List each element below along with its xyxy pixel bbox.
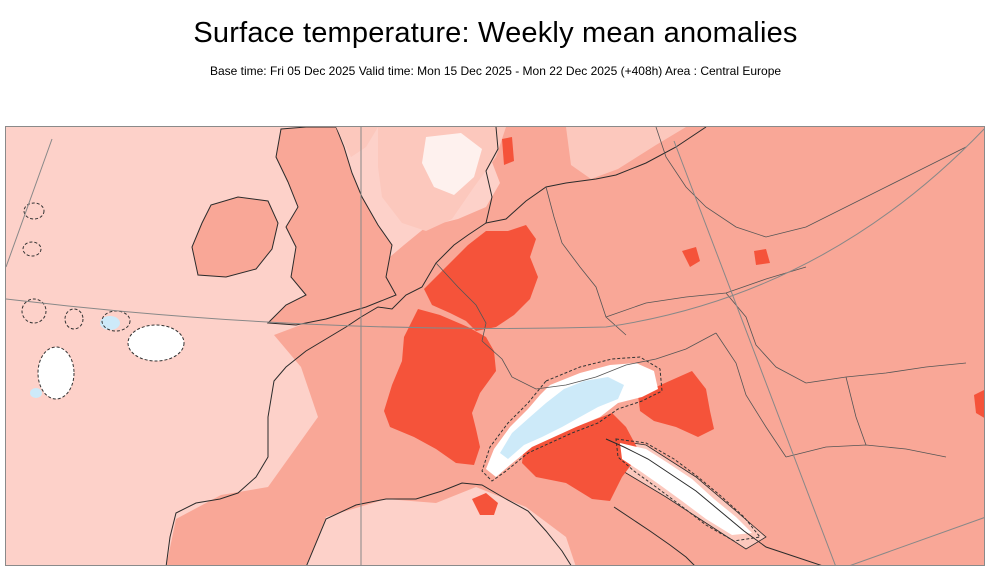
strong-anomaly-east-spot-1 <box>682 247 700 267</box>
land-ireland <box>191 196 279 278</box>
map-title: Surface temperature: Weekly mean anomali… <box>193 17 798 49</box>
anomaly-map-canvas <box>6 127 984 565</box>
country-borders <box>435 127 967 458</box>
sea-mediterranean <box>306 487 576 565</box>
strong-anomaly-east-spot-2 <box>754 249 770 265</box>
graticule <box>6 127 984 565</box>
land-continent <box>166 127 984 565</box>
negative-atlantic-2 <box>30 388 42 398</box>
coastlines <box>165 127 822 565</box>
land-great-britain <box>266 127 397 326</box>
strong-anomaly-benelux-germany <box>424 225 538 331</box>
contour-alps <box>481 356 663 482</box>
contour-atlantic-2 <box>22 241 42 257</box>
near-zero-atlantic-1 <box>127 324 185 362</box>
near-zero-dalmatia <box>620 443 752 535</box>
strong-anomaly-denmark <box>502 137 514 165</box>
contour-atlantic-1 <box>23 202 45 220</box>
contour-atlantic-4 <box>64 308 84 330</box>
pale-patch-baltic <box>566 127 686 179</box>
anomaly-map <box>5 126 985 566</box>
strong-anomaly-france <box>384 309 496 465</box>
strong-anomaly-east-edge <box>974 390 984 418</box>
map-subtitle: Base time: Fri 05 Dec 2025 Valid time: M… <box>209 64 782 78</box>
contour-dalmatia <box>615 438 761 542</box>
pale-patch-scotland <box>336 127 378 157</box>
negative-anomaly-alps <box>500 377 624 459</box>
strong-anomaly-corsica <box>472 493 498 515</box>
contour-atlantic-3 <box>21 298 47 324</box>
near-zero-patch-north-sea <box>422 133 482 195</box>
near-zero-atlantic-2 <box>37 346 75 400</box>
